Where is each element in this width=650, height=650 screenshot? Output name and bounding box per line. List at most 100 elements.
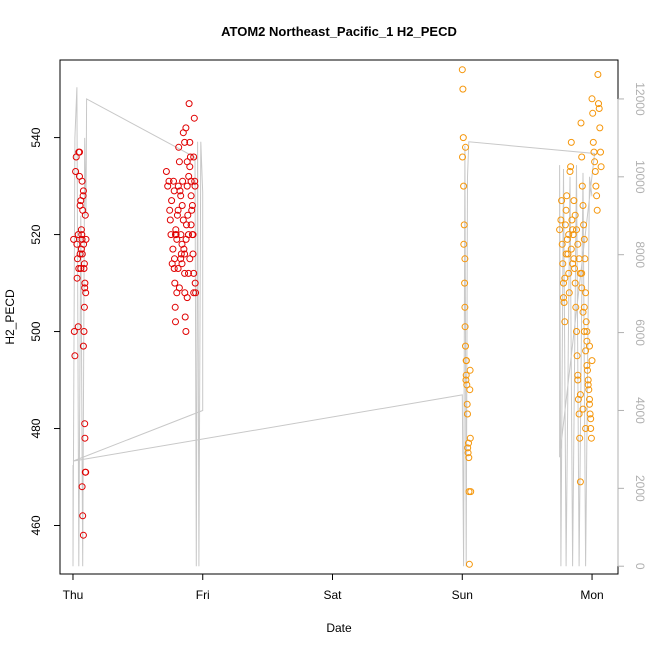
y-tick-label: 520 <box>29 224 43 244</box>
data-point <box>463 400 471 408</box>
data-point <box>593 192 601 200</box>
data-point <box>589 109 597 117</box>
data-point <box>178 240 186 248</box>
data-point <box>178 202 186 209</box>
data-point <box>170 265 178 272</box>
data-point <box>588 357 596 365</box>
data-point <box>574 240 582 248</box>
data-point <box>459 85 467 93</box>
x-tick-label: Sun <box>452 588 473 602</box>
data-point <box>186 138 194 146</box>
data-point <box>584 381 592 389</box>
data-point <box>461 303 469 311</box>
data-point <box>561 221 569 229</box>
data-point <box>595 100 602 108</box>
data-point <box>187 221 195 229</box>
data-point <box>579 202 587 209</box>
data-point <box>558 240 566 248</box>
data-point <box>79 531 87 539</box>
data-point <box>182 124 190 132</box>
data-point <box>80 260 88 268</box>
y2-tick-label: 12000 <box>633 82 647 116</box>
data-point <box>575 255 583 263</box>
data-point <box>561 274 569 282</box>
data-point <box>80 303 88 311</box>
x-tick-label: Fri <box>196 588 210 602</box>
data-point <box>190 289 198 297</box>
data-point <box>580 328 588 335</box>
data-point <box>167 231 175 239</box>
data-point <box>78 231 86 239</box>
data-point <box>464 449 472 457</box>
data-point <box>179 216 187 224</box>
data-point <box>462 376 470 384</box>
data-point <box>580 235 588 243</box>
data-point <box>191 177 199 185</box>
data-point <box>568 216 576 224</box>
data-point <box>185 100 193 108</box>
data-point <box>573 328 580 335</box>
data-point <box>578 284 586 292</box>
data-point <box>466 366 474 374</box>
data-point <box>582 347 590 355</box>
data-point <box>591 168 599 175</box>
data-point <box>588 95 596 103</box>
data-point <box>567 245 575 253</box>
data-point <box>183 182 191 190</box>
data-point <box>574 371 582 379</box>
data-point <box>461 255 469 263</box>
data-point <box>566 168 574 175</box>
y2-tick-label: 4000 <box>633 397 647 424</box>
data-point <box>72 168 80 175</box>
x-tick-label: Sat <box>324 588 343 602</box>
data-point <box>185 231 192 239</box>
data-point <box>181 313 189 321</box>
data-point <box>162 168 170 175</box>
data-point <box>557 216 565 224</box>
data-point <box>170 177 177 185</box>
y-tick-label: 500 <box>29 321 43 341</box>
data-point <box>81 279 89 287</box>
data-point <box>77 226 85 234</box>
data-point <box>570 197 578 205</box>
x-tick-label: Thu <box>63 588 84 602</box>
data-point <box>76 250 84 258</box>
data-point <box>74 231 82 239</box>
data-point <box>567 138 575 146</box>
data-point <box>173 211 181 219</box>
data-point <box>78 250 86 258</box>
data-point <box>81 434 89 442</box>
plot-area <box>70 66 605 568</box>
data-point <box>595 105 603 112</box>
data-point <box>567 163 575 171</box>
data-point <box>186 153 194 161</box>
data-point <box>189 250 197 258</box>
data-point <box>587 425 595 432</box>
data-point <box>576 478 584 486</box>
y-axis-label: H2_PECD <box>3 289 17 345</box>
data-point <box>572 303 580 311</box>
data-point <box>579 405 587 413</box>
data-point <box>563 192 571 200</box>
data-point <box>181 269 189 277</box>
data-point <box>573 352 581 360</box>
data-point <box>188 206 196 214</box>
data-point <box>181 250 189 258</box>
data-point <box>79 187 87 195</box>
data-point <box>174 182 182 190</box>
data-point <box>462 342 469 350</box>
y2-axis: 0 2000 4000 6000 8000 10000 12000 <box>617 82 647 570</box>
data-point <box>574 376 582 384</box>
data-point <box>80 265 88 272</box>
data-point <box>82 289 90 297</box>
data-point <box>79 512 87 520</box>
data-point <box>73 274 81 282</box>
data-point <box>578 182 586 190</box>
data-point <box>571 265 578 272</box>
data-point <box>583 362 591 369</box>
data-point <box>565 231 573 239</box>
data-point <box>462 143 469 151</box>
data-point <box>466 434 474 442</box>
data-point <box>80 328 88 335</box>
